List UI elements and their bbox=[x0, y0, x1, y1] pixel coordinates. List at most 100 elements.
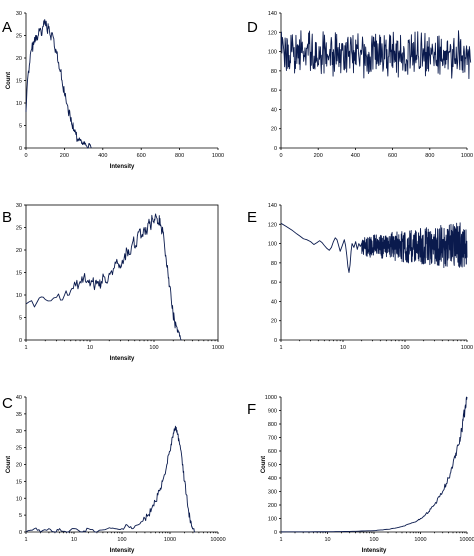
x-tick-label: 10 bbox=[71, 537, 77, 543]
y-tick-label: 20 bbox=[16, 56, 22, 62]
x-tick-label: 600 bbox=[137, 153, 146, 159]
y-tick-label: 15 bbox=[16, 79, 22, 85]
x-tick-label: 0 bbox=[24, 153, 27, 159]
x-tick-label: 1000 bbox=[461, 153, 473, 159]
panel-letter: C bbox=[2, 395, 13, 412]
y-tick-label: 300 bbox=[268, 490, 277, 496]
y-tick-label: 80 bbox=[271, 69, 277, 75]
y-tick-label: 35 bbox=[16, 412, 22, 418]
chart-panel-d: D 0 20 40 60 80 100 120 140 0 200 400 600 800 1000 bbox=[247, 11, 473, 159]
y-tick-label: 400 bbox=[268, 476, 277, 482]
x-axis-label: Intensity bbox=[110, 164, 135, 170]
x-tick-label: 800 bbox=[175, 153, 184, 159]
series-line-b bbox=[25, 213, 182, 341]
series-line-a bbox=[25, 19, 92, 149]
y-tick-label: 20 bbox=[271, 319, 277, 325]
y-tick-label: 0 bbox=[274, 146, 277, 152]
y-tick-label: 500 bbox=[268, 463, 277, 469]
y-tick-label: 10 bbox=[16, 496, 22, 502]
y-tick-label: 40 bbox=[16, 395, 22, 401]
x-tick-label: 10 bbox=[340, 345, 346, 351]
y-tick-label: 30 bbox=[16, 11, 22, 17]
y-tick-label: 0 bbox=[274, 530, 277, 536]
y-tick-label: 0 bbox=[19, 530, 22, 536]
x-tick-label: 10 bbox=[87, 345, 93, 351]
y-tick-label: 5 bbox=[19, 513, 22, 519]
chart-panel-f: F 0 100 200 300 400 500 600 700 800 900 1000 1 10 100 1… bbox=[247, 395, 474, 554]
y-tick-label: 800 bbox=[268, 422, 277, 428]
y-axis-label: Count bbox=[6, 456, 12, 473]
x-tick-label: 800 bbox=[425, 153, 434, 159]
y-tick-label: 10 bbox=[16, 101, 22, 107]
x-tick-label: 400 bbox=[98, 153, 107, 159]
y-tick-label: 60 bbox=[271, 88, 277, 94]
y-tick-label: 140 bbox=[268, 11, 277, 17]
y-tick-label: 600 bbox=[268, 449, 277, 455]
y-tick-label: 20 bbox=[16, 463, 22, 469]
y-tick-label: 30 bbox=[16, 429, 22, 435]
y-tick-label: 100 bbox=[268, 242, 277, 248]
y-tick-label: 25 bbox=[16, 226, 22, 232]
y-tick-label: 0 bbox=[274, 338, 277, 344]
y-tick-label: 5 bbox=[19, 124, 22, 130]
y-tick-label: 20 bbox=[16, 248, 22, 254]
x-tick-label: 1 bbox=[24, 537, 27, 543]
chart-panel-b: B 0 5 10 15 20 25 30 1 10 100 1000 Intensity bbox=[2, 203, 224, 362]
y-tick-label: 30 bbox=[16, 203, 22, 209]
panel-letter: A bbox=[2, 19, 12, 36]
x-tick-label: 1 bbox=[24, 345, 27, 351]
chart-panel-c: C 0 5 10 15 20 25 30 35 40 1 10 100 1000 10000 Intensit… bbox=[2, 395, 226, 554]
x-tick-label: 10 bbox=[324, 537, 330, 543]
y-tick-label: 25 bbox=[16, 34, 22, 40]
panel-letter: E bbox=[247, 209, 257, 226]
y-tick-label: 700 bbox=[268, 436, 277, 442]
x-tick-label: 1 bbox=[279, 537, 282, 543]
x-tick-label: 1000 bbox=[414, 537, 426, 543]
x-tick-label: 1000 bbox=[461, 345, 473, 351]
x-tick-label: 400 bbox=[351, 153, 360, 159]
chart-panel-e: E 0 20 40 60 80 100 120 140 1 10 100 1000 bbox=[247, 203, 473, 351]
x-axis-label: Intensity bbox=[110, 356, 135, 362]
chart-panel-a: A 0 5 10 15 20 25 30 0 200 400 600 800 1000 Intensity C… bbox=[2, 11, 224, 170]
y-tick-label: 120 bbox=[268, 30, 277, 36]
y-tick-label: 15 bbox=[16, 271, 22, 277]
y-tick-label: 200 bbox=[268, 503, 277, 509]
y-tick-label: 1000 bbox=[265, 395, 277, 401]
x-tick-label: 100 bbox=[369, 537, 378, 543]
x-tick-label: 100 bbox=[149, 345, 158, 351]
x-tick-label: 200 bbox=[60, 153, 69, 159]
y-axis-label: Count bbox=[261, 456, 267, 473]
panel-letter: D bbox=[247, 19, 258, 36]
x-tick-label: 1000 bbox=[212, 153, 224, 159]
y-tick-label: 5 bbox=[19, 316, 22, 322]
y-tick-label: 100 bbox=[268, 50, 277, 56]
y-axis-label: Count bbox=[6, 72, 12, 89]
y-tick-label: 0 bbox=[19, 338, 22, 344]
y-tick-label: 900 bbox=[268, 409, 277, 415]
y-tick-label: 25 bbox=[16, 446, 22, 452]
x-axis-label: Intensity bbox=[362, 548, 387, 554]
x-tick-label: 100 bbox=[117, 537, 126, 543]
x-tick-label: 0 bbox=[279, 153, 282, 159]
panel-letter: F bbox=[247, 401, 256, 418]
series-line-d bbox=[280, 30, 472, 80]
x-tick-label: 100 bbox=[400, 345, 409, 351]
y-tick-label: 10 bbox=[16, 293, 22, 299]
y-tick-label: 40 bbox=[271, 107, 277, 113]
x-tick-label: 10000 bbox=[459, 537, 474, 543]
y-tick-label: 120 bbox=[268, 222, 277, 228]
plot-frame bbox=[25, 204, 219, 341]
x-tick-label: 1 bbox=[279, 345, 282, 351]
x-tick-label: 10000 bbox=[210, 537, 225, 543]
x-tick-label: 1000 bbox=[212, 345, 224, 351]
y-tick-label: 0 bbox=[19, 146, 22, 152]
x-tick-label: 1000 bbox=[164, 537, 176, 543]
series-line-c bbox=[25, 425, 195, 533]
x-axis-label: Intensity bbox=[110, 548, 135, 554]
series-line-f bbox=[280, 396, 468, 533]
x-tick-label: 600 bbox=[388, 153, 397, 159]
y-tick-label: 20 bbox=[271, 127, 277, 133]
y-tick-label: 60 bbox=[271, 280, 277, 286]
y-tick-label: 80 bbox=[271, 261, 277, 267]
